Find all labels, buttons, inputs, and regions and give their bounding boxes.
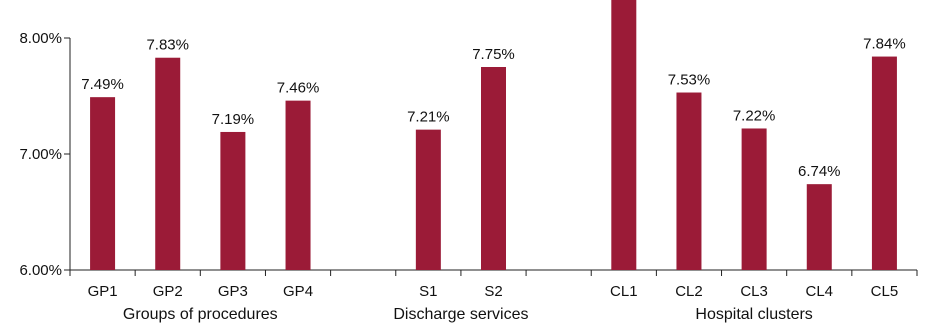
group-label: Discharge services xyxy=(393,306,528,323)
value-label-gp4: 7.46% xyxy=(277,80,320,97)
group-label: Hospital clusters xyxy=(695,306,812,323)
bar-gp3 xyxy=(220,131,246,270)
bar-cl3 xyxy=(741,128,767,270)
y-tick-label: 7.00% xyxy=(19,146,62,163)
bar-gp4 xyxy=(285,100,311,270)
value-label-cl5: 7.84% xyxy=(863,36,906,53)
category-label-gp4: GP4 xyxy=(283,283,313,300)
category-label-cl2: CL2 xyxy=(675,283,703,300)
bar-cl5 xyxy=(871,56,897,271)
bar-gp2 xyxy=(155,57,181,270)
value-label-gp2: 7.83% xyxy=(146,37,189,54)
value-label-s2: 7.75% xyxy=(472,46,515,63)
value-label-cl4: 6.74% xyxy=(798,163,841,180)
value-label-cl3: 7.22% xyxy=(733,107,776,124)
bar-cl2 xyxy=(676,92,702,271)
value-label-cl2: 7.53% xyxy=(668,72,711,89)
bar-gp1 xyxy=(90,97,116,270)
group-label: Groups of procedures xyxy=(123,306,278,323)
category-label-cl1: CL1 xyxy=(610,283,638,300)
category-label-cl5: CL5 xyxy=(871,283,899,300)
value-label-gp1: 7.49% xyxy=(81,76,124,93)
bar-cl1 xyxy=(611,0,637,270)
category-label-s1: S1 xyxy=(419,283,437,300)
value-label-s1: 7.21% xyxy=(407,109,450,126)
bar-s1 xyxy=(415,129,441,270)
category-label-gp2: GP2 xyxy=(153,283,183,300)
bar-cl4 xyxy=(806,184,832,270)
category-label-cl3: CL3 xyxy=(740,283,768,300)
y-tick-label: 6.00% xyxy=(19,262,62,279)
category-label-s2: S2 xyxy=(484,283,502,300)
y-tick-label: 8.00% xyxy=(19,30,62,47)
category-label-gp3: GP3 xyxy=(218,283,248,300)
category-label-cl4: CL4 xyxy=(806,283,834,300)
value-label-gp3: 7.19% xyxy=(212,111,255,128)
category-label-gp1: GP1 xyxy=(88,283,118,300)
bar-s2 xyxy=(481,67,506,270)
